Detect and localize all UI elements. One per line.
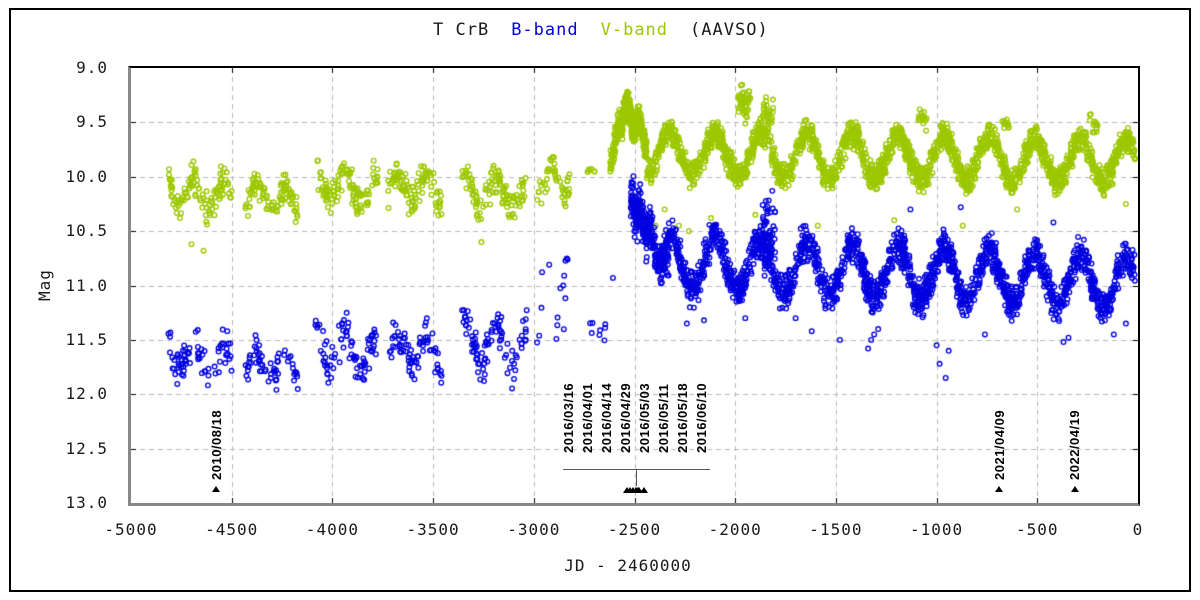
y-tick-label: 11.0	[65, 275, 108, 295]
x-tick-label: -500	[1016, 520, 1059, 539]
y-tick-label: 12.5	[65, 438, 108, 458]
event-marker-triangle	[635, 487, 644, 493]
event-date-label: 2022/04/19	[1067, 409, 1083, 480]
x-tick-label: 0	[1132, 520, 1144, 539]
event-group-bracket	[636, 470, 637, 486]
y-tick-label: 12.0	[65, 384, 108, 404]
event-marker-triangle	[995, 486, 1004, 492]
x-axis-label: JD - 2460000	[564, 556, 692, 575]
event-marker-triangle	[640, 487, 649, 493]
y-axis-label: Mag	[35, 269, 54, 301]
title-b-band-legend: B-band	[511, 20, 579, 40]
event-date-label: 2016/05/11	[656, 383, 671, 453]
y-tick-label: 9.0	[76, 58, 108, 77]
title-target-name: T CrB	[433, 20, 490, 40]
title-v-band-legend: V-band	[600, 20, 669, 40]
y-tick-label: 13.0	[65, 493, 108, 512]
x-tick-label: -3000	[507, 520, 561, 539]
event-marker-triangle	[212, 486, 221, 492]
plot-area	[128, 66, 1140, 506]
x-tick-label: -1000	[910, 520, 964, 539]
event-date-label: 2016/05/18	[675, 382, 690, 453]
event-date-label: 2016/05/03	[637, 382, 652, 453]
x-tick-label: -4000	[305, 520, 359, 539]
event-date-label: 2016/06/10	[694, 382, 709, 453]
x-tick-label: -1500	[809, 520, 863, 539]
x-tick-label: -3500	[406, 520, 460, 539]
event-date-label: 2016/04/14	[599, 382, 614, 453]
event-date-label: 2016/04/01	[580, 382, 595, 453]
event-date-label: 2010/08/18	[208, 409, 224, 480]
event-date-label: 2016/04/29	[618, 382, 633, 453]
y-tick-label: 10.0	[65, 166, 108, 186]
event-date-label: 2021/04/09	[991, 409, 1007, 480]
title-data-source: (AAVSO)	[690, 20, 769, 40]
scatter-canvas	[131, 68, 1138, 503]
event-date-label: 2016/03/16	[561, 382, 576, 453]
chart-title: T CrB B-band V-band (AAVSO)	[433, 20, 769, 40]
x-tick-label: -5000	[104, 520, 158, 539]
event-marker-triangle	[1070, 486, 1079, 492]
x-tick-label: -2000	[708, 520, 762, 539]
x-tick-label: -4500	[205, 520, 259, 539]
event-group-bracket	[563, 469, 710, 470]
x-tick-label: -2500	[607, 520, 662, 539]
y-tick-label: 11.5	[65, 329, 108, 349]
y-tick-label: 9.5	[76, 112, 108, 132]
y-tick-label: 10.5	[65, 221, 108, 241]
